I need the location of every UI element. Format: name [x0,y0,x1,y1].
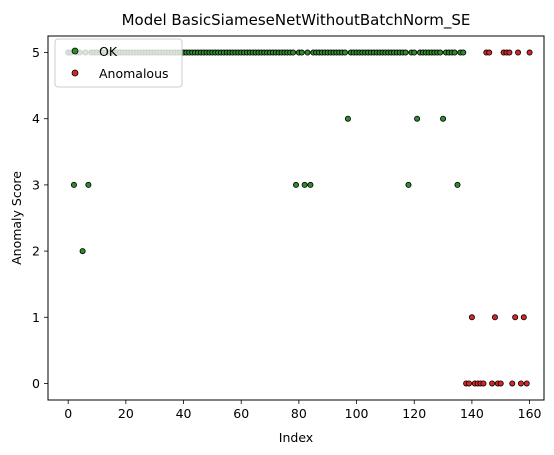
point-ok-117 [402,49,409,56]
x-tick-label: 60 [233,406,249,421]
x-tick-label: 160 [518,406,542,421]
x-axis: 0 20 40 60 80 100 120 140 160 [64,400,542,421]
y-tick-label: 5 [32,45,40,60]
point-anomalous-17 [512,314,519,321]
legend-anomalous-marker [71,69,79,77]
point-anomalous-12 [497,380,504,387]
y-tick-label: 2 [32,244,40,259]
point-ok-2 [70,181,77,188]
plot-frame [47,35,545,401]
y-axis: 0 1 2 3 4 5 [32,45,48,391]
x-tick-label: 140 [460,406,484,421]
point-ok-81 [298,49,305,56]
legend-box [54,38,183,88]
point-anomalous-2 [468,314,475,321]
legend-ok-marker [71,47,79,55]
point-anomalous-15 [506,49,513,56]
point-ok-120 [411,49,418,56]
point-anomalous-22 [526,49,533,56]
chart-title: Model BasicSiameseNetWithoutBatchNorm_SE [122,11,471,30]
y-tick-label: 1 [32,310,40,325]
point-ok-129 [437,49,444,56]
y-axis-label: Anomaly Score [9,171,24,265]
point-ok-130 [440,115,447,122]
x-tick-label: 20 [118,406,134,421]
point-anomalous-16 [509,380,516,387]
point-ok-134 [451,49,458,56]
point-anomalous-10 [491,314,498,321]
point-anomalous-8 [486,49,493,56]
point-anomalous-21 [523,380,530,387]
point-ok-84 [307,181,314,188]
y-tick-label: 3 [32,177,40,192]
legend: OK Anomalous [54,38,183,88]
x-tick-label: 40 [176,406,192,421]
legend-ok-label: OK [99,44,118,59]
point-anomalous-18 [515,49,522,56]
point-ok-97 [344,115,351,122]
y-tick-label: 4 [32,111,40,126]
x-tick-label: 80 [291,406,307,421]
x-tick-label: 120 [402,406,426,421]
x-axis-label: Index [279,430,313,445]
point-ok-137 [460,49,467,56]
point-anomalous-9 [489,380,496,387]
point-anomalous-6 [480,380,487,387]
point-ok-5 [79,248,86,255]
point-anomalous-1 [466,380,473,387]
legend-anomalous-label: Anomalous [99,66,169,81]
y-tick-label: 0 [32,376,40,391]
point-anomalous-19 [517,380,524,387]
x-tick-label: 100 [345,406,369,421]
point-ok-83 [304,49,311,56]
point-ok-78 [290,49,297,56]
point-ok-7 [85,181,92,188]
point-ok-121 [414,115,421,122]
point-ok-96 [342,49,349,56]
point-ok-135 [454,181,461,188]
point-anomalous-20 [520,314,527,321]
point-ok-118 [405,181,412,188]
point-ok-79 [292,181,299,188]
point-ok-82 [301,181,308,188]
x-tick-label: 0 [64,406,72,421]
